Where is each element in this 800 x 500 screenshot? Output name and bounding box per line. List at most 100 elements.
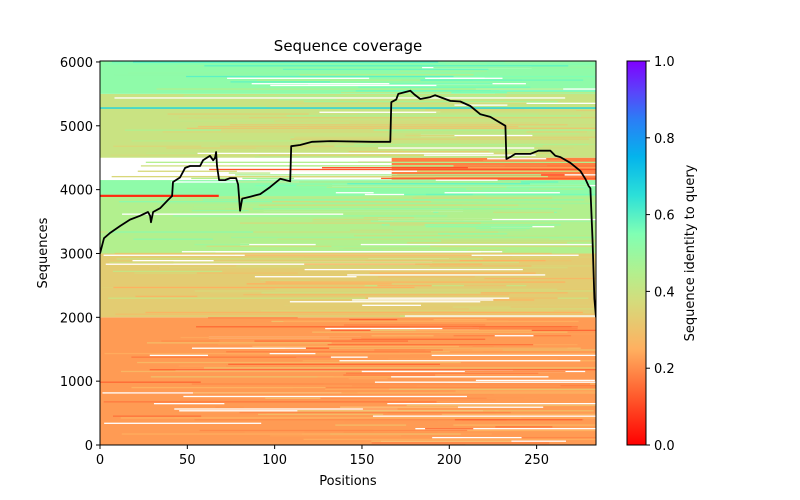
sequence-stripe [206, 245, 438, 247]
sequence-stripe [335, 424, 407, 426]
colorbar-tick-label: 1.0 [654, 55, 675, 70]
sequence-stripe [290, 138, 590, 140]
sequence-stripe [231, 236, 516, 239]
colorbar-tick-label: 0.6 [654, 209, 675, 224]
sequence-stripe [343, 247, 467, 249]
sequence-stripe [483, 159, 568, 162]
sequence-stripe [441, 413, 596, 416]
sequence-stripe [238, 181, 521, 183]
sequence-stripe [283, 68, 489, 71]
sequence-stripe [268, 163, 329, 165]
coverage-band [100, 317, 596, 445]
sequence-stripe [289, 301, 481, 303]
sequence-stripe [423, 106, 547, 108]
sequence-stripe [218, 344, 350, 346]
colorbar-tick-label: 0.2 [654, 362, 675, 377]
sequence-stripe [364, 193, 405, 196]
sequence-stripe [183, 95, 506, 97]
sequence-stripe [495, 426, 553, 428]
sequence-stripe [322, 167, 531, 169]
sequence-stripe [294, 136, 395, 138]
sequence-stripe [103, 254, 245, 256]
sequence-stripe [325, 326, 572, 328]
sequence-stripe [184, 197, 525, 199]
sequence-stripe [343, 324, 486, 326]
sequence-stripes [100, 61, 596, 445]
sequence-stripe [113, 145, 202, 147]
sequence-stripe [193, 206, 552, 208]
sequence-stripe [467, 249, 506, 251]
sequence-stripe [260, 310, 554, 312]
sequence-stripe [360, 243, 592, 246]
sequence-stripe [145, 311, 459, 314]
sequence-stripe [159, 267, 372, 269]
sequence-stripe [404, 315, 596, 317]
sequence-stripe [267, 397, 524, 399]
sequence-stripe [415, 195, 486, 197]
sequence-stripe [475, 227, 530, 230]
sequence-stripe [197, 152, 494, 155]
sequence-stripe [371, 440, 512, 442]
sequence-stripe [254, 276, 357, 278]
sequence-stripe [132, 106, 267, 108]
sequence-stripe [170, 120, 323, 122]
sequence-stripe [270, 66, 365, 69]
sequence-stripe [100, 381, 201, 383]
sequence-stripe [199, 429, 468, 432]
sequence-stripe [215, 251, 503, 253]
sequence-stripe [239, 222, 532, 224]
sequence-stripe [463, 285, 507, 287]
sequence-stripe [274, 120, 438, 122]
x-tick-label: 250 [524, 453, 549, 468]
sequence-stripe [454, 104, 508, 106]
sequence-stripe [196, 326, 410, 328]
sequence-stripe [461, 90, 500, 92]
sequence-stripe [425, 77, 503, 79]
sequence-stripe [399, 351, 484, 353]
sequence-stripe [167, 113, 309, 115]
y-axis-label: Sequences [36, 217, 51, 288]
sequence-stripe [369, 272, 536, 274]
sequence-stripe [432, 436, 522, 439]
sequence-stripe [248, 209, 475, 212]
sequence-stripe [161, 340, 220, 342]
colorbar-gradient [626, 60, 647, 446]
sequence-stripe [208, 394, 494, 396]
sequence-stripe [149, 369, 596, 371]
sequence-stripe [252, 208, 562, 210]
sequence-stripe [105, 263, 416, 265]
sequence-stripe [293, 386, 596, 389]
sequence-stripe [378, 276, 475, 278]
sequence-stripe [355, 75, 596, 78]
sequence-stripe [220, 129, 374, 131]
sequence-stripe [441, 240, 596, 242]
sequence-stripe [242, 177, 295, 180]
sequence-stripe [479, 229, 526, 231]
sequence-stripe [235, 174, 542, 176]
sequence-stripe [225, 208, 272, 210]
sequence-stripe [412, 197, 552, 199]
sequence-stripe [389, 224, 425, 226]
sequence-stripe [495, 93, 596, 96]
sequence-stripe [349, 229, 394, 231]
sequence-stripe [343, 374, 436, 376]
x-tick-label: 50 [179, 453, 196, 468]
sequence-stripe [486, 63, 596, 65]
sequence-stripe [347, 183, 531, 185]
sequence-stripe [112, 270, 223, 273]
sequence-stripe [433, 66, 595, 69]
sequence-stripe [371, 335, 434, 337]
y-tick-label: 6000 [60, 56, 93, 71]
sequence-stripe [388, 358, 558, 360]
sequence-stripe [296, 356, 368, 358]
sequence-stripe [172, 188, 593, 190]
sequence-stripe [290, 102, 527, 104]
sequence-stripe [272, 202, 596, 205]
sequence-stripe [461, 436, 596, 439]
sequence-stripe [368, 297, 510, 299]
sequence-stripe [202, 199, 585, 201]
sequence-stripe [275, 288, 558, 290]
sequence-stripe [236, 265, 596, 267]
sequence-stripe [334, 145, 543, 147]
sequence-stripe [120, 370, 484, 373]
